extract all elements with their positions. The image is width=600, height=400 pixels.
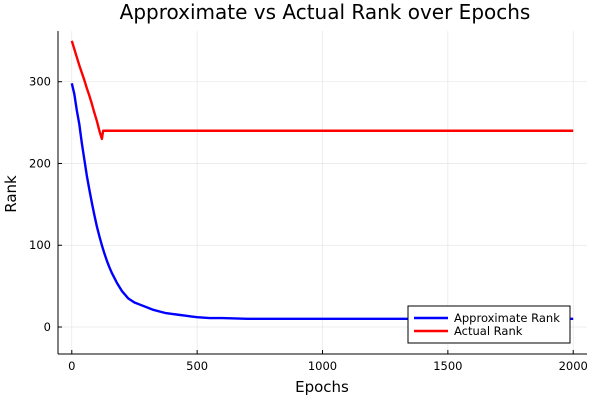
legend-label: Actual Rank <box>454 324 523 338</box>
legend-box <box>407 305 571 344</box>
y-tick-label: 300 <box>29 75 51 89</box>
x-axis-label: Epochs <box>295 378 349 396</box>
y-tick-labels: 0 100 200 300 <box>29 75 51 334</box>
x-tick-label: 0 <box>68 359 75 373</box>
x-tick-labels: 0 500 1000 1500 2000 <box>68 359 588 373</box>
series-line-approximate-rank <box>70 83 574 321</box>
x-tick-label: 2000 <box>559 359 588 373</box>
series-line-actual-rank <box>70 40 574 141</box>
x-tick-label: 500 <box>186 359 208 373</box>
axes-frame <box>57 31 587 355</box>
y-tick-label: 100 <box>29 238 51 252</box>
chart-title: Approximate vs Actual Rank over Epochs <box>120 0 531 24</box>
y-tick-label: 0 <box>44 320 51 334</box>
x-tick-label: 1000 <box>308 359 337 373</box>
legend-label: Approximate Rank <box>454 311 560 325</box>
series-layer <box>70 40 574 321</box>
y-axis-label: Rank <box>2 175 20 213</box>
y-tick-label: 200 <box>29 156 51 170</box>
x-tick-label: 1500 <box>433 359 462 373</box>
grid <box>58 31 587 354</box>
